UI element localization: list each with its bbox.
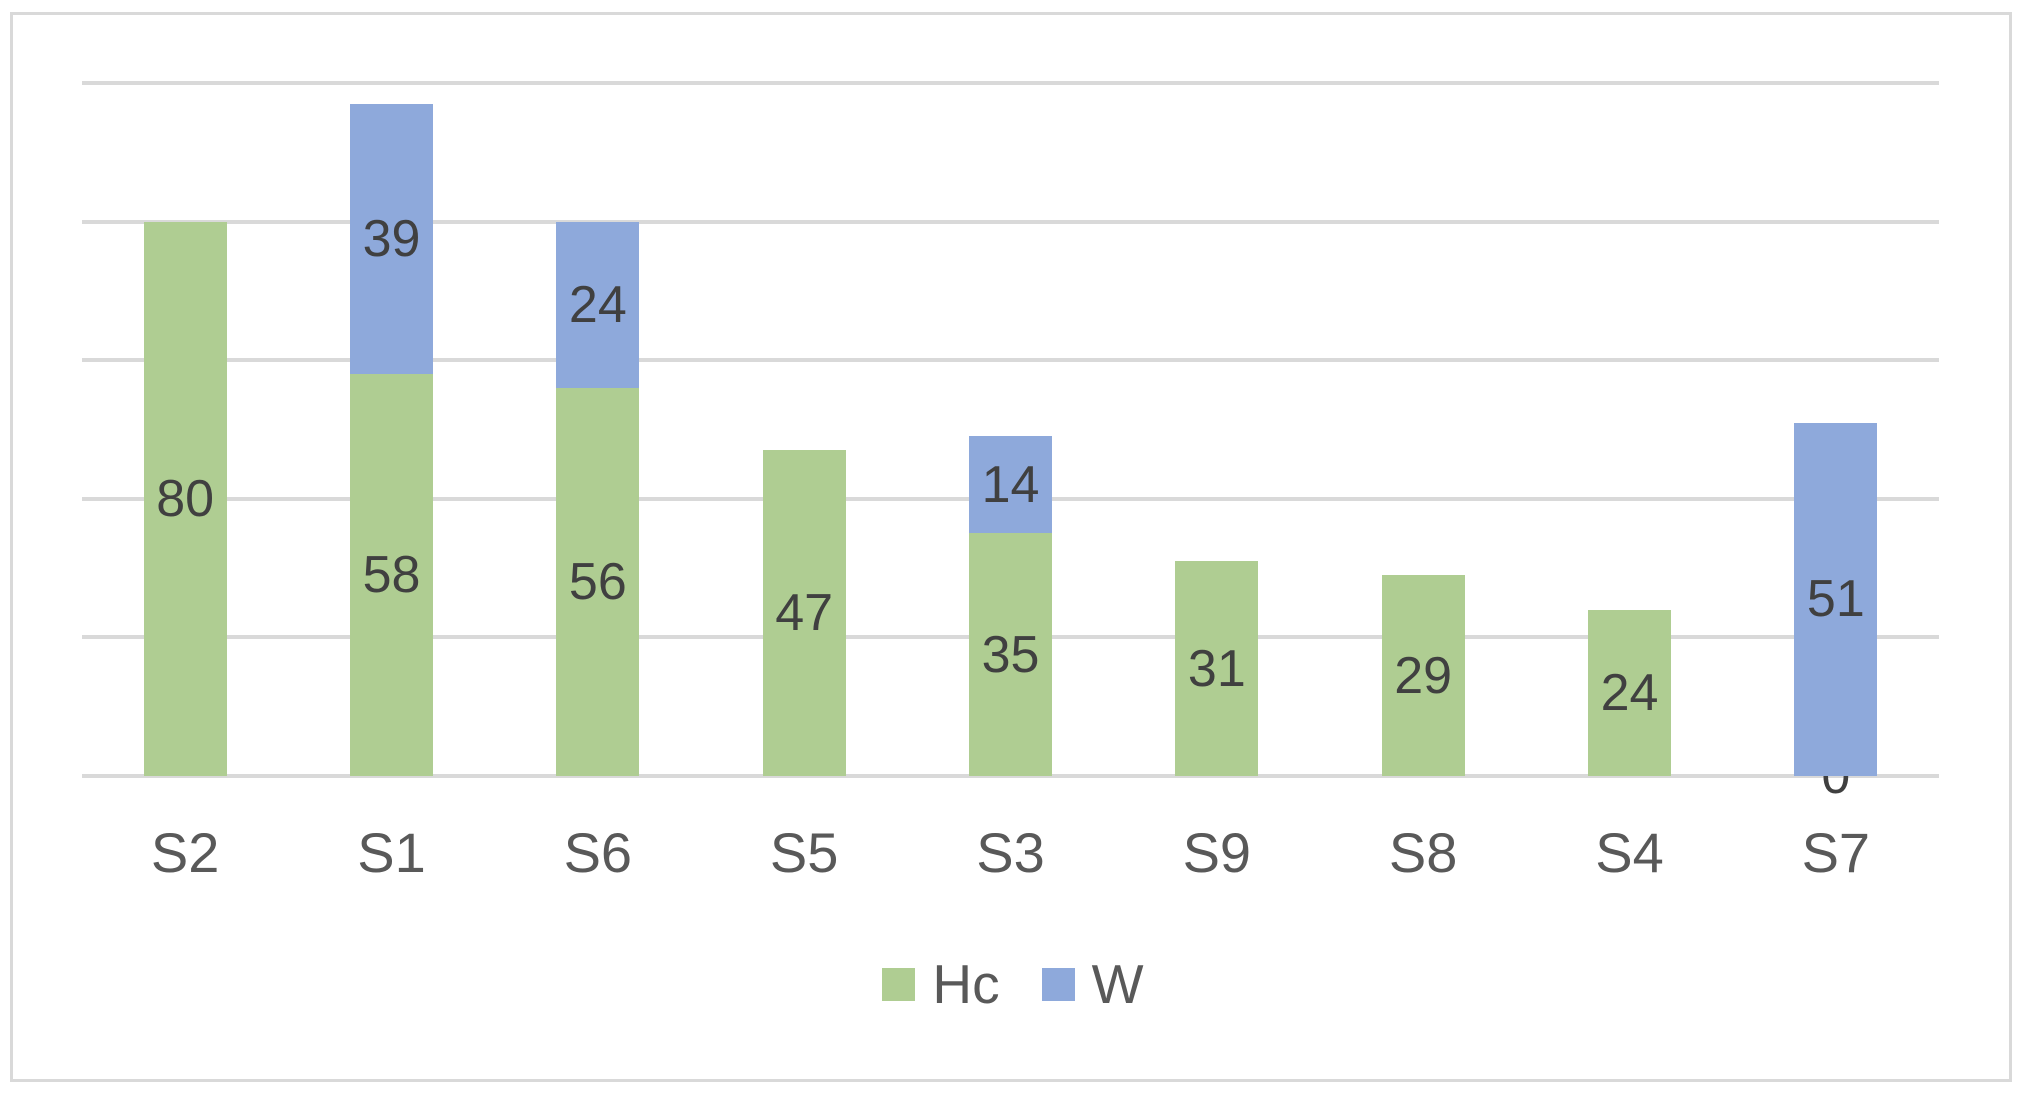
x-axis-label-s7: S7: [1801, 821, 1871, 884]
bar-s6-hc: [556, 387, 640, 776]
x-axis-label-s9: S9: [1182, 821, 1252, 884]
gridline-y-100: [82, 81, 1939, 85]
legend-label-hc: Hc: [932, 952, 1000, 1015]
x-axis-label-s3: S3: [976, 821, 1045, 884]
data-label-s5-hc: 47: [775, 584, 834, 643]
bar-s3-hc: [969, 533, 1052, 776]
x-axis-label-s8: S8: [1388, 821, 1458, 884]
data-label-s1-w: 39: [362, 209, 421, 268]
bar-s5-hc: [762, 450, 846, 776]
bar-s9-hc: [1175, 561, 1259, 776]
gridline-y-80: [82, 219, 1939, 224]
gridline-y-0: [82, 774, 1939, 778]
data-label-s6-hc: 56: [568, 552, 627, 611]
data-label-s6-w: 24: [568, 275, 627, 334]
x-axis-label-s4: S4: [1595, 821, 1664, 884]
data-label-s9-hc: 31: [1187, 639, 1246, 698]
bar-s2-hc: [143, 221, 227, 776]
bar-s4-hc: [1588, 609, 1671, 776]
data-label-s2-hc: 80: [156, 469, 215, 528]
bar-s6-w: [556, 221, 640, 388]
data-label-s3-hc: 35: [981, 625, 1040, 684]
legend-item-hc: Hc: [882, 952, 1000, 1015]
x-axis-label-s1: S1: [357, 821, 426, 884]
legend-swatch-hc-icon: [882, 967, 916, 1001]
x-axis-label-s6: S6: [563, 821, 633, 884]
gridline-y-60: [82, 358, 1939, 363]
x-axis-label-s2: S2: [150, 821, 220, 884]
legend: Hc W: [0, 948, 2026, 1020]
data-label-s1-hc: 58: [362, 546, 421, 605]
bar-s3-w: [969, 436, 1052, 534]
data-label-s8-hc: 29: [1394, 646, 1453, 705]
bar-s1-hc: [350, 374, 433, 776]
legend-label-w: W: [1091, 952, 1144, 1015]
data-label-s7-w: 51: [1806, 570, 1865, 629]
legend-swatch-w-icon: [1041, 967, 1075, 1001]
bar-s7-w: [1794, 422, 1878, 776]
legend-item-w: W: [1041, 952, 1144, 1015]
data-label-s4-hc: 24: [1600, 663, 1659, 722]
data-label-s3-w: 14: [981, 455, 1040, 514]
x-axis-label-s5: S5: [769, 821, 839, 884]
bar-s8-hc: [1381, 575, 1465, 776]
bar-s1-w: [350, 103, 433, 375]
